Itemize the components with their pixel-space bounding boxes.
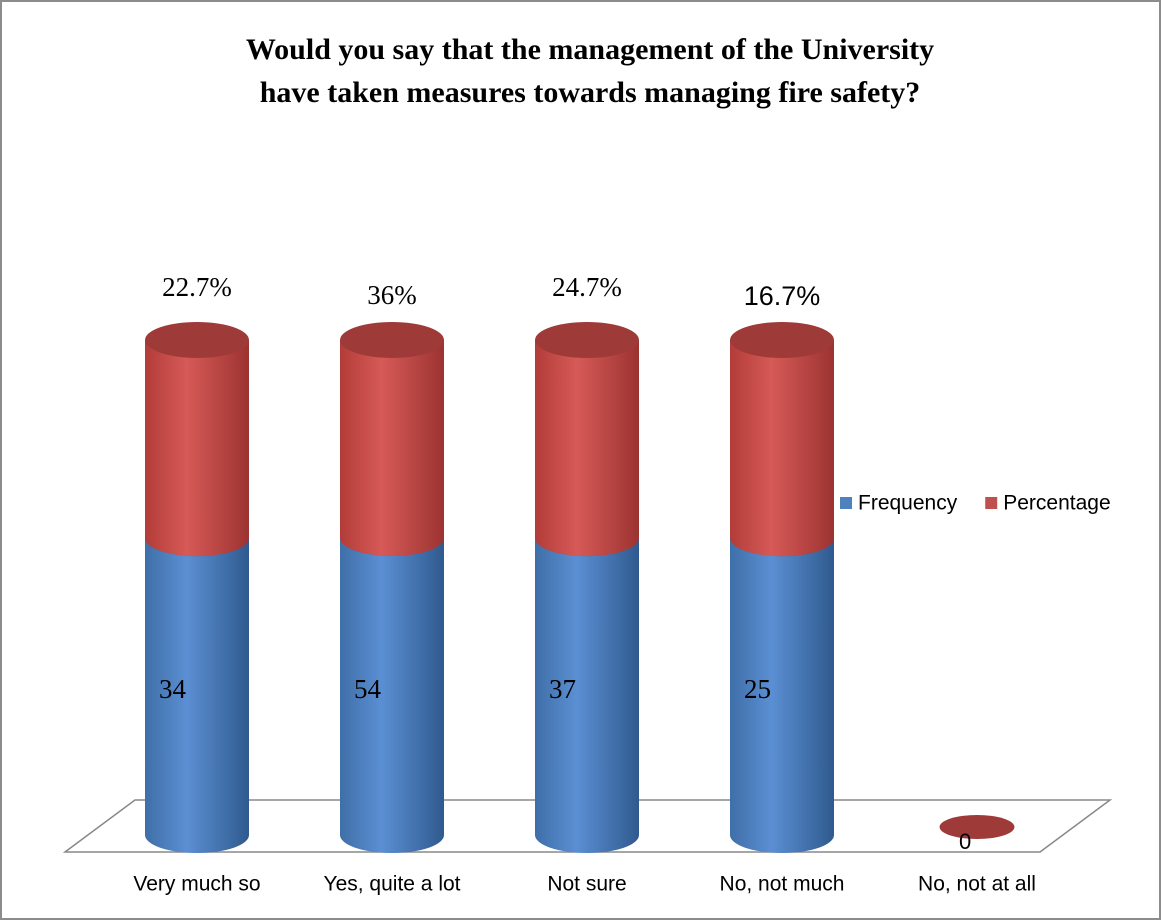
- bar-part: [145, 322, 249, 358]
- bar-part: [145, 538, 249, 853]
- bar: [939, 815, 1015, 839]
- bar-part: [535, 340, 639, 557]
- data-label: 22.7%: [162, 272, 232, 302]
- data-label: 37: [549, 674, 576, 704]
- data-label: 24.7%: [552, 272, 622, 302]
- legend-swatch: [840, 497, 852, 509]
- x-tick-label: No, not at all: [918, 873, 1036, 896]
- data-label: 34: [159, 674, 187, 704]
- bar-part: [145, 340, 249, 557]
- data-label: 36%: [367, 280, 417, 310]
- bar-part: [340, 340, 444, 556]
- chart-title: Would you say that the management of the…: [246, 33, 934, 66]
- bar: [145, 322, 249, 557]
- legend-label: Frequency: [858, 492, 958, 515]
- bar-part: [535, 538, 639, 853]
- data-label: 54: [354, 674, 382, 704]
- data-label: 0: [959, 829, 971, 854]
- bar-part: [730, 538, 834, 853]
- bar: [730, 322, 834, 557]
- bar-part: [730, 340, 834, 557]
- x-tick-label: Very much so: [133, 873, 260, 896]
- bar-part: [340, 322, 444, 358]
- legend-label: Percentage: [1003, 492, 1110, 515]
- bar-part: [340, 538, 444, 853]
- data-label: 25: [744, 674, 771, 704]
- chart-title: have taken measures towards managing fir…: [260, 76, 921, 109]
- bar: [535, 322, 639, 557]
- x-tick-label: No, not much: [720, 873, 845, 896]
- bar-part: [730, 322, 834, 358]
- bar: [340, 322, 444, 556]
- bar-part: [535, 322, 639, 358]
- data-label: 16.7%: [744, 281, 821, 311]
- x-tick-label: Yes, quite a lot: [324, 873, 461, 896]
- x-tick-label: Not sure: [547, 873, 626, 896]
- legend-swatch: [985, 497, 998, 509]
